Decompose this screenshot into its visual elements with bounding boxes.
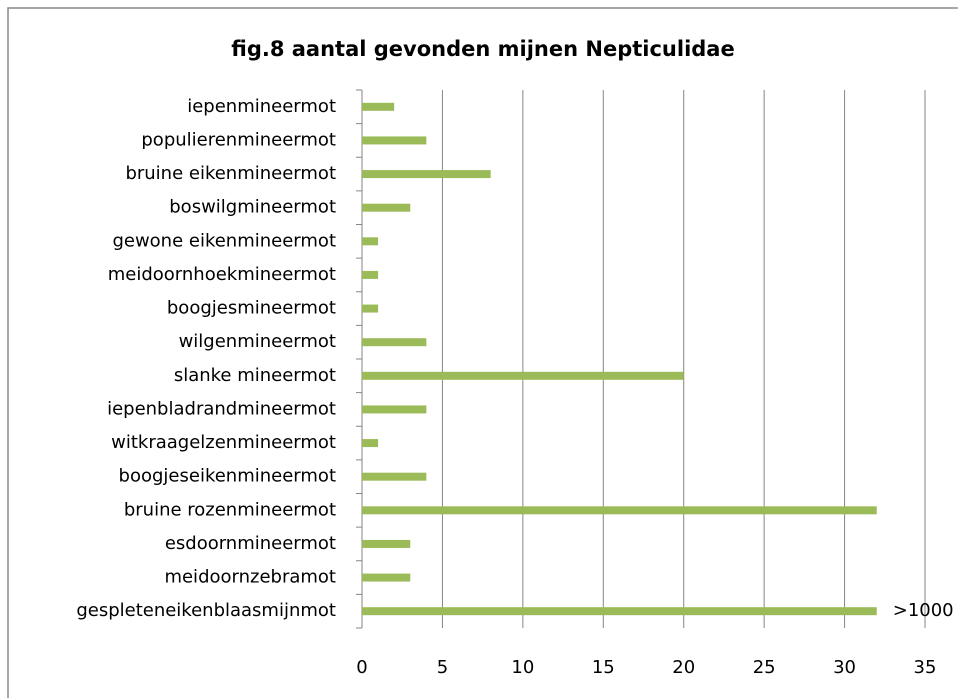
y-tick-label: populierenmineermot — [141, 129, 336, 150]
bar — [362, 405, 427, 414]
bar — [362, 304, 379, 313]
bar — [362, 237, 379, 246]
bar — [362, 439, 379, 448]
x-tick-label: 5 — [437, 657, 448, 678]
y-tick-label: witkraagelzenmineermot — [111, 432, 336, 453]
x-tick-label: 25 — [753, 657, 776, 678]
y-tick-label: slanke mineermot — [174, 365, 336, 386]
bar — [362, 338, 427, 347]
bar — [362, 506, 877, 515]
y-tick-label: gespleteneikenblaasmijnmot — [76, 600, 336, 621]
y-tick-label: boswilgmineermot — [169, 197, 336, 218]
y-tick-label: meidoornzebramot — [164, 567, 336, 588]
bar — [362, 371, 684, 380]
bar — [362, 136, 427, 145]
bar — [362, 472, 427, 481]
chart-frame — [7, 7, 958, 698]
y-tick-label: boogjesmineermot — [167, 298, 336, 319]
bar — [362, 607, 877, 616]
chart-title: fig.8 aantal gevonden mijnen Nepticulida… — [231, 37, 734, 61]
x-tick-label: 0 — [356, 657, 367, 678]
x-tick-label: 15 — [592, 657, 615, 678]
bar — [362, 270, 379, 279]
y-tick-label: iepenbladrandmineermot — [107, 398, 336, 419]
x-tick-label: 10 — [511, 657, 534, 678]
y-tick-label: meidoornhoekmineermot — [108, 264, 336, 285]
y-tick-label: bruine rozenmineermot — [124, 499, 336, 520]
y-tick-label: iepenmineermot — [187, 96, 336, 117]
y-tick-label: esdoornmineermot — [165, 533, 336, 554]
x-tick-label: 30 — [833, 657, 856, 678]
y-tick-label: boogjeseikenmineermot — [119, 466, 336, 487]
y-tick-label: wilgenmineermot — [179, 331, 336, 352]
y-tick-label: gewone eikenmineermot — [112, 230, 336, 251]
bar — [362, 539, 411, 548]
annotation: >1000 — [893, 600, 954, 621]
bar — [362, 170, 491, 179]
bar — [362, 102, 395, 111]
y-tick-label: bruine eikenmineermot — [125, 163, 336, 184]
bar — [362, 203, 411, 212]
bar — [362, 573, 411, 582]
x-tick-label: 35 — [914, 657, 937, 678]
x-tick-label: 20 — [672, 657, 695, 678]
